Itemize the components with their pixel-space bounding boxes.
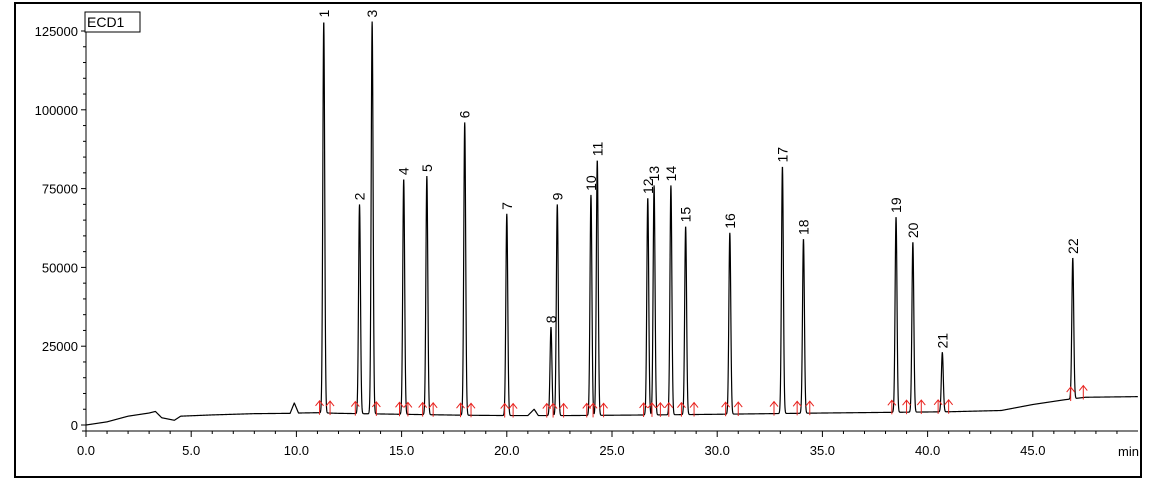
integration-markers [315,384,1088,418]
y-tick-label: 125000 [35,24,78,39]
peak-label: 7 [499,202,515,210]
integration-marker [664,401,674,417]
integration-marker [887,399,897,415]
integration-marker [1078,384,1088,400]
chromatogram-trace [85,21,1138,426]
integration-marker [418,401,428,417]
integration-marker [315,399,324,415]
peak-label: 14 [663,166,679,182]
integration-marker [1066,386,1076,402]
integration-marker [325,400,335,416]
integration-marker [466,402,476,418]
peak-label: 11 [589,141,605,156]
peak-label: 21 [934,333,950,349]
x-tick-label: 25.0 [599,443,624,458]
integration-marker [689,401,699,417]
peak-label: 2 [352,192,368,200]
peak-label: 18 [795,219,811,235]
integration-marker [647,402,657,417]
peak-label: 3 [364,10,380,18]
peak-label: 9 [549,192,565,200]
integration-marker [588,402,598,418]
x-tick-label: 5.0 [182,443,200,458]
channel-label-box [84,11,141,33]
peak-label: 8 [543,315,559,323]
peak-label: 5 [419,164,435,172]
peak-label: 20 [905,222,921,238]
integration-marker [456,402,465,418]
x-axis-unit-label: min [1118,444,1139,459]
peak-label: 19 [888,197,904,213]
integration-marker [656,402,665,417]
peak-label: 6 [457,110,473,118]
integration-marker [677,401,686,417]
integration-marker [548,402,558,418]
integration-marker [559,402,568,418]
integration-marker [350,400,360,416]
integration-marker [902,399,911,415]
peak-label: 16 [722,213,738,229]
peak-label: 15 [678,207,694,223]
integration-marker [721,401,731,417]
chromatogram-frame: 0 25000 50000 75000 100000 125000 0.0 5.0 10.0 15… [14,2,1142,478]
x-tick-label: 40.0 [915,443,940,458]
integration-marker [371,401,381,416]
integration-marker [403,401,413,417]
y-tick-label: 100000 [35,103,78,118]
integration-marker [428,401,438,417]
integration-marker [792,400,802,416]
chromatogram-line [85,21,1138,426]
integration-marker [733,401,743,417]
peak-label: 22 [1065,238,1081,254]
peak-label: 12 [640,178,656,194]
peak-label: 10 [583,175,599,191]
integration-marker [508,402,518,418]
channel-label: ECD1 [87,14,125,30]
integration-marker [933,399,943,414]
x-tick-label: 10.0 [284,443,309,458]
integration-marker [395,401,404,417]
x-tick-label: 30.0 [705,443,730,458]
integration-marker [582,402,592,418]
y-tick-label: 25000 [42,339,78,354]
peak-label: 4 [396,167,412,175]
x-tick-label: 15.0 [389,443,414,458]
integration-marker [639,402,648,417]
x-tick-label: 0.0 [77,443,95,458]
x-tick-label: 20.0 [494,443,519,458]
x-tick-label: 45.0 [1020,443,1045,458]
axis-ticks: 0 25000 50000 75000 100000 125000 0.0 5.0 10.0 15… [35,24,1118,458]
integration-marker [599,402,608,418]
integration-marker [944,398,954,414]
y-tick-label: 50000 [42,260,78,275]
integration-marker [805,400,815,416]
x-tick-label: 35.0 [810,443,835,458]
integration-marker [769,400,779,416]
plot-axes [82,12,1138,432]
peak-label: 13 [646,166,662,182]
integration-marker [916,399,926,415]
integration-marker [542,402,552,418]
y-tick-label: 0 [71,418,78,433]
y-tick-label: 75000 [42,182,78,197]
peak-label: 1 [316,10,332,18]
integration-marker [500,402,510,418]
peak-label: 17 [774,147,790,163]
